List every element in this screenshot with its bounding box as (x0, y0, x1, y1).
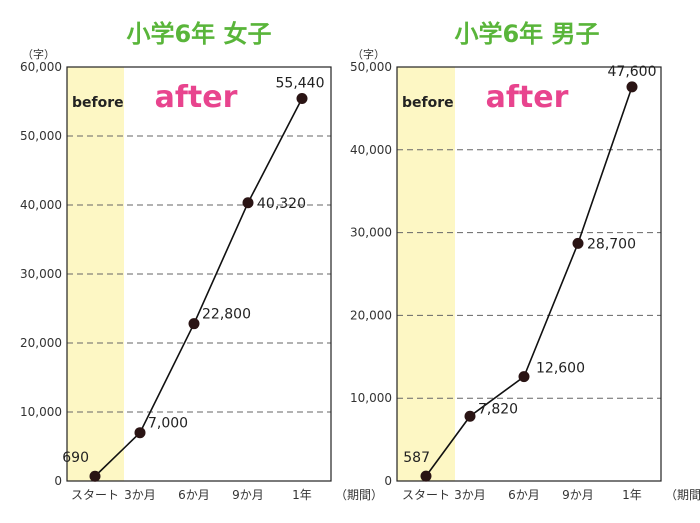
y-unit-label: （字） (22, 47, 55, 61)
before-band (397, 67, 455, 481)
x-tick-label: 1年 (292, 488, 312, 502)
y-unit-label: （字） (352, 47, 385, 61)
y-tick-label: 10,000 (350, 391, 392, 405)
x-tick-label: スタート (402, 488, 450, 502)
x-tick-label: 3か月 (124, 488, 156, 502)
before-band (67, 67, 124, 481)
data-label: 690 (62, 450, 89, 466)
data-point (464, 410, 476, 422)
chart-title: 小学6年 女子 (126, 20, 271, 48)
series-line (425, 86, 633, 477)
y-tick-label: 20,000 (20, 336, 62, 350)
data-label: 28,700 (587, 236, 636, 252)
x-tick-label: 6か月 (508, 488, 540, 502)
data-point (296, 92, 308, 104)
data-label: 7,820 (478, 401, 518, 417)
chart-title: 小学6年 男子 (454, 20, 599, 48)
x-period-label: （期間） (335, 488, 383, 502)
x-tick-label: 3か月 (454, 488, 486, 502)
data-point (188, 318, 200, 330)
x-tick-label: 1年 (622, 488, 642, 502)
data-point (626, 81, 638, 93)
before-label: before (72, 95, 124, 111)
x-tick-label: スタート (71, 488, 119, 502)
after-label: after (155, 80, 238, 115)
data-point (242, 197, 254, 209)
y-tick-label: 40,000 (20, 198, 62, 212)
y-tick-label: 50,000 (350, 60, 392, 74)
chart-1: 小学6年 女子 （字） 0 10,000 20,000 30,000 40,000 50,00… (20, 20, 383, 502)
data-point (572, 237, 584, 249)
data-label: 587 (403, 450, 430, 466)
data-point (134, 427, 146, 439)
data-point (89, 470, 101, 482)
y-tick-label: 20,000 (350, 308, 392, 322)
data-point (518, 371, 530, 383)
y-tick-label: 40,000 (350, 143, 392, 157)
data-label: 7,000 (148, 416, 188, 432)
x-tick-label: 6か月 (178, 488, 210, 502)
y-tick-label: 0 (54, 474, 62, 488)
data-label: 12,600 (536, 361, 585, 377)
data-label: 55,440 (276, 75, 325, 91)
plot-frame (66, 66, 332, 482)
data-label: 22,800 (202, 307, 251, 323)
x-tick-label: 9か月 (232, 488, 264, 502)
x-period-label: （期間） (665, 488, 700, 502)
before-label: before (402, 95, 454, 111)
data-label: 40,320 (257, 196, 306, 212)
y-tick-label: 30,000 (20, 267, 62, 281)
x-tick-label: 9か月 (562, 488, 594, 502)
series-line (94, 98, 303, 477)
data-point (420, 470, 432, 482)
y-tick-label: 0 (384, 474, 392, 488)
chart-2: 小学6年 男子 （字） 0 10,000 20,000 30,000 40,000 50,00… (350, 20, 700, 502)
y-tick-label: 30,000 (350, 226, 392, 240)
plot-frame (396, 66, 662, 482)
after-label: after (486, 80, 569, 115)
y-tick-label: 60,000 (20, 60, 62, 74)
data-label: 47,600 (608, 64, 657, 80)
y-tick-label: 50,000 (20, 129, 62, 143)
y-tick-label: 10,000 (20, 405, 62, 419)
